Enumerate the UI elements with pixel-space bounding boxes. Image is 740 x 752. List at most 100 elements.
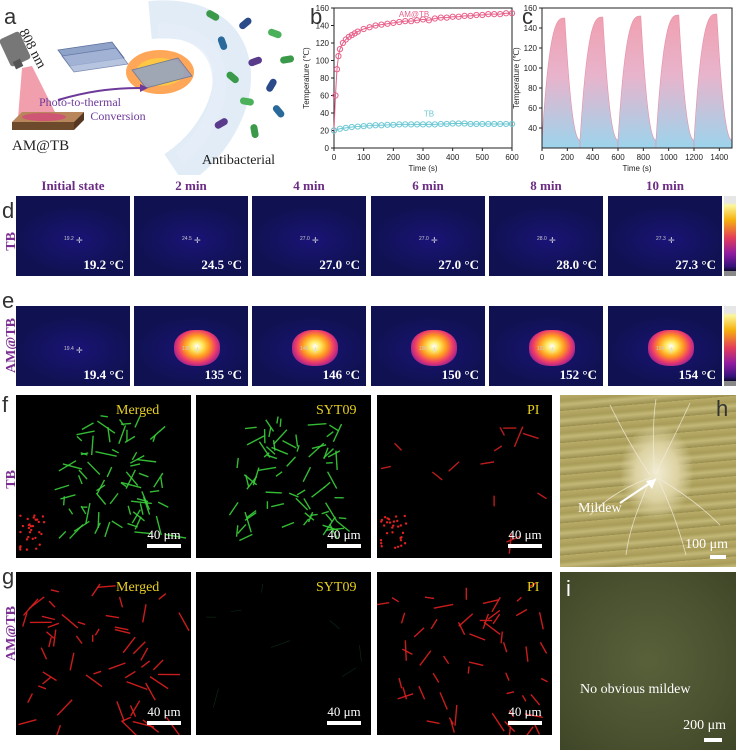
cycle-area-1 (579, 16, 619, 149)
fluorescent-strand (40, 647, 48, 660)
fluorescent-dot (19, 545, 22, 548)
fluorescent-dot (379, 539, 383, 542)
data-point (455, 120, 462, 127)
fluorescent-strand (60, 494, 76, 500)
cursor-readout: 150 (419, 346, 428, 352)
cursor-cross-icon: ✛ (431, 236, 438, 245)
thermal-image-amtb: ✛ 152 152 °C (489, 306, 603, 386)
fluorescent-dot (31, 537, 34, 540)
y-tick-label: 40 (320, 109, 329, 118)
fluorescent-strand (502, 641, 508, 653)
data-point (396, 18, 403, 26)
hot-zone (292, 330, 338, 366)
fluorescent-strand (237, 523, 247, 534)
fluorescent-strand (258, 466, 277, 472)
fluorescent-strand (439, 692, 448, 710)
column-label: 2 min (175, 178, 207, 193)
data-point (467, 12, 474, 19)
cursor-cross-icon: ✛ (549, 236, 556, 245)
x-axis-label: Time (s) (408, 164, 437, 173)
laser-icon (0, 31, 31, 70)
cursor-readout: 152 (537, 346, 546, 352)
fluorescent-strand (281, 521, 295, 528)
data-point (413, 121, 421, 128)
data-point (443, 14, 450, 21)
fluorescent-strand (136, 498, 149, 503)
fluorescent-strand (325, 513, 333, 523)
fluorescent-strand (431, 471, 443, 481)
data-point (360, 123, 367, 130)
fluorescent-strand (138, 472, 149, 478)
fluorescence-channel-title: PI (527, 580, 540, 595)
fluorescent-strand (521, 694, 527, 702)
fluorescent-strand (321, 510, 330, 515)
fluorescent-strand (288, 492, 299, 498)
fluorescent-strand (42, 671, 57, 682)
fluorescent-strand (540, 677, 548, 683)
scale-bar-line (508, 544, 542, 548)
fluorescent-dot (391, 531, 394, 534)
hot-zone (529, 330, 575, 366)
scale-bar-line (327, 544, 361, 548)
fluorescent-strand (268, 427, 272, 438)
fluorescent-strand (134, 416, 141, 428)
fluorescent-dot (385, 521, 389, 524)
fluorescence-channel-title: PI (527, 403, 540, 418)
fluorescent-strand (295, 434, 299, 447)
fluorescent-strand (402, 687, 408, 700)
fluorescent-strand (304, 512, 315, 521)
x-tick-label: 0 (540, 153, 545, 162)
fluorescent-strand (246, 510, 257, 519)
fluorescent-strand (322, 516, 336, 536)
fluorescent-strand (94, 628, 100, 636)
fluorescent-strand (48, 600, 56, 608)
fluorescent-strand (326, 471, 338, 489)
fluorescent-strand (111, 520, 123, 529)
fluorescent-strand (303, 518, 310, 526)
fluorescent-strand (62, 463, 83, 470)
scale-bar-line (147, 544, 181, 548)
fluorescent-strand (149, 676, 169, 690)
fluorescent-strand (37, 685, 47, 690)
fluorescent-strand (522, 432, 539, 440)
hot-zone (411, 330, 457, 366)
colorbar-amtb (724, 306, 736, 386)
fluorescent-strand (122, 636, 136, 654)
fluorescent-strand (492, 613, 501, 625)
x-tick-label: 500 (476, 153, 490, 162)
fluorescent-dot (42, 520, 46, 524)
fluorescent-strand (235, 525, 239, 537)
data-point (419, 121, 427, 128)
fluorescent-strand (286, 456, 297, 467)
fluorescence-channel-title: SYT09 (316, 580, 357, 595)
temperature-readout: 152 °C (559, 367, 597, 382)
fluorescent-strand (341, 667, 357, 677)
conversion-label-1: Photo-to-thermal (39, 95, 122, 109)
data-point (431, 15, 438, 22)
data-point (408, 121, 415, 128)
fluorescent-strand (265, 446, 276, 455)
thermal-image-tb: ✛ 27.0 27.0 °C (252, 196, 366, 276)
fluorescent-dot (380, 520, 383, 523)
fluorescent-strand (296, 445, 300, 452)
fluorescent-strand (513, 426, 524, 448)
fluorescent-strand (178, 612, 190, 632)
fluorescent-strand (332, 423, 343, 443)
fluorescent-strand (404, 640, 407, 661)
panel-label-d: d (2, 198, 15, 223)
data-point (485, 120, 492, 128)
fluorescent-strand (537, 492, 547, 500)
fluorescent-strand (402, 648, 413, 656)
fluorescent-strand (95, 450, 117, 457)
fluorescent-dot (30, 528, 33, 532)
scale-bar: 40 μm (327, 704, 361, 725)
fluorescent-strand (273, 429, 288, 445)
hot-zone (648, 330, 694, 366)
data-point (461, 12, 468, 19)
fluorescent-strand (529, 582, 537, 588)
fluorescent-strand (132, 641, 146, 655)
fluorescent-strand (311, 444, 327, 450)
data-point (354, 28, 361, 35)
fluorescent-strand (28, 596, 45, 610)
data-point (491, 11, 498, 18)
